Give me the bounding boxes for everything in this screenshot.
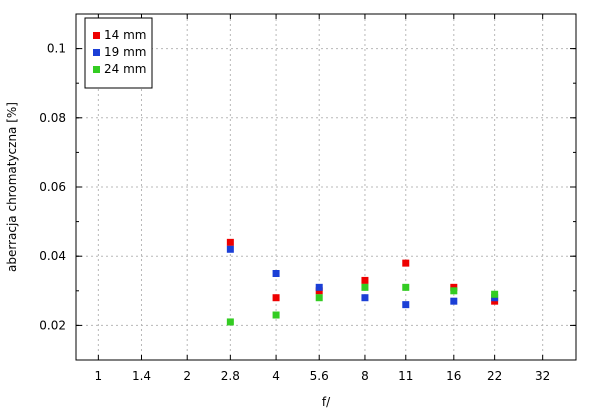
x-tick-label: 5.6 bbox=[310, 369, 329, 383]
y-axis-title: aberracja chromatyczna [%] bbox=[5, 102, 19, 272]
x-tick-label: 16 bbox=[446, 369, 461, 383]
data-point bbox=[402, 259, 410, 267]
x-tick-label: 11 bbox=[398, 369, 413, 383]
x-tick-label: 1.4 bbox=[132, 369, 151, 383]
x-tick-label: 2.8 bbox=[221, 369, 240, 383]
data-point bbox=[226, 238, 234, 246]
x-axis-tick-labels: 1 1.4 2 2.8 4 5.6 8 11 16 22 32 bbox=[95, 369, 551, 383]
x-tick-label: 2 bbox=[183, 369, 191, 383]
data-point bbox=[272, 270, 280, 277]
data-point bbox=[361, 294, 369, 302]
data-point bbox=[450, 287, 458, 295]
data-point bbox=[226, 318, 234, 326]
data-point bbox=[402, 301, 410, 309]
y-tick-label: 0.06 bbox=[39, 180, 66, 194]
x-tick-label: 8 bbox=[361, 369, 369, 383]
data-point bbox=[450, 297, 458, 305]
y-tick-label: 0.1 bbox=[47, 42, 66, 56]
data-point bbox=[226, 245, 234, 253]
data-point bbox=[272, 311, 280, 319]
legend-swatch bbox=[93, 66, 100, 73]
data-points bbox=[226, 238, 499, 326]
legend: 14 mm 19 mm 24 mm bbox=[84, 17, 153, 89]
y-axis-tick-labels: 0.02 0.04 0.06 0.08 0.1 bbox=[39, 42, 66, 333]
x-tick-label: 1 bbox=[95, 369, 103, 383]
legend-label: 14 mm bbox=[104, 28, 146, 42]
x-tick-label: 4 bbox=[272, 369, 280, 383]
legend-swatch bbox=[93, 49, 100, 56]
x-axis-title: f/ bbox=[322, 395, 331, 409]
data-point bbox=[491, 290, 499, 298]
data-point bbox=[315, 283, 323, 291]
legend-label: 19 mm bbox=[104, 45, 146, 59]
legend-label: 24 mm bbox=[104, 62, 146, 76]
data-point bbox=[402, 283, 410, 291]
y-tick-label: 0.08 bbox=[39, 111, 66, 125]
data-point bbox=[315, 294, 323, 302]
legend-swatch bbox=[93, 32, 100, 39]
data-point bbox=[361, 283, 369, 291]
y-tick-label: 0.02 bbox=[39, 318, 66, 332]
y-tick-label: 0.04 bbox=[39, 249, 66, 263]
x-tick-label: 22 bbox=[487, 369, 502, 383]
x-tick-label: 32 bbox=[535, 369, 550, 383]
axis-ticks bbox=[76, 13, 576, 361]
data-point bbox=[272, 294, 280, 302]
data-point bbox=[361, 276, 369, 284]
grid bbox=[76, 14, 576, 360]
